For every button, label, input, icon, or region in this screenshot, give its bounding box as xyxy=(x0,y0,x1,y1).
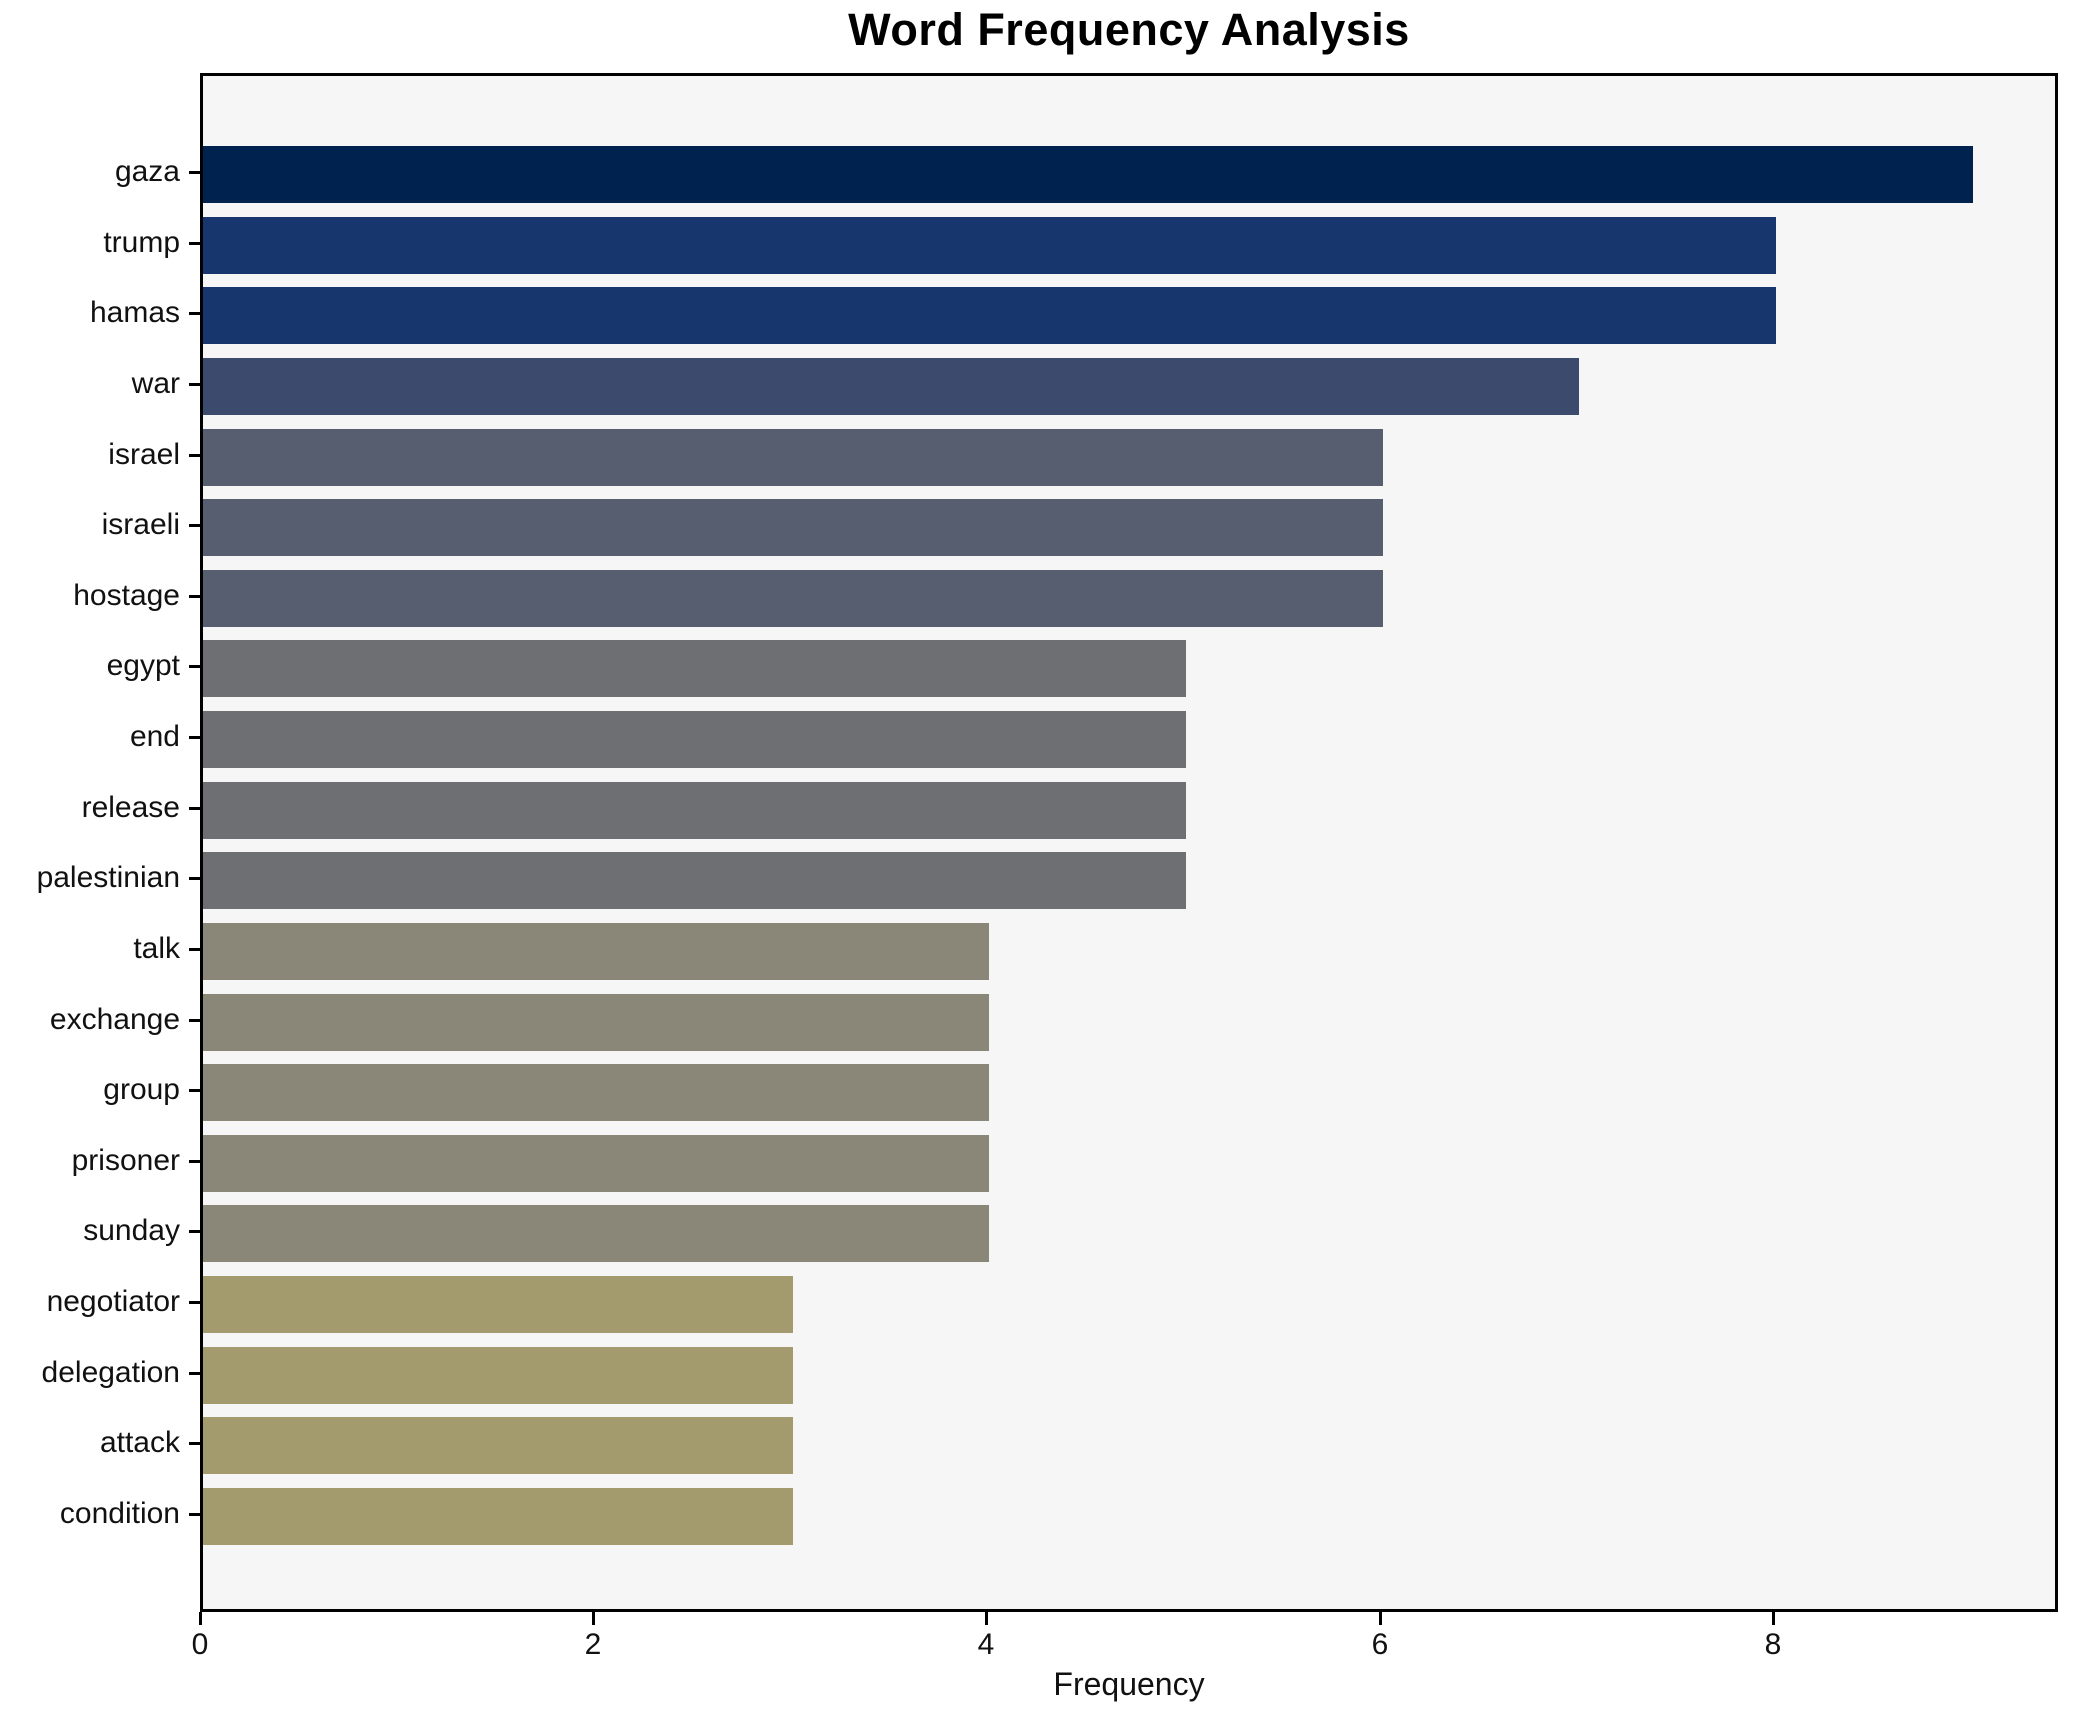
x-tick-mark xyxy=(592,1612,595,1625)
y-tick-mark xyxy=(189,312,200,315)
x-tick-label-4: 4 xyxy=(977,1628,995,1661)
x-axis-label: Frequency xyxy=(1053,1666,1205,1702)
y-tick-mark xyxy=(189,665,200,668)
y-tick-mark xyxy=(189,877,200,880)
bar-israel xyxy=(203,429,1383,486)
y-tick-mark xyxy=(189,807,200,810)
y-tick-label-trump: trump xyxy=(103,226,180,259)
y-tick-mark xyxy=(189,595,200,598)
y-tick-label-exchange: exchange xyxy=(49,1003,180,1036)
x-tick-label-6: 6 xyxy=(1371,1628,1389,1661)
bar-egypt xyxy=(203,640,1186,697)
bar-prisoner xyxy=(203,1135,989,1192)
y-tick-mark xyxy=(189,454,200,457)
bar-gaza xyxy=(203,146,1973,203)
bar-israeli xyxy=(203,499,1383,556)
y-tick-label-israeli: israeli xyxy=(101,508,180,541)
y-tick-mark xyxy=(189,948,200,951)
y-tick-label-hostage: hostage xyxy=(73,579,180,612)
bar-negotiator xyxy=(203,1276,793,1333)
x-tick-mark xyxy=(985,1612,988,1625)
plot-area xyxy=(200,73,2058,1612)
y-tick-mark xyxy=(189,1442,200,1445)
y-tick-mark xyxy=(189,1301,200,1304)
y-tick-label-sunday: sunday xyxy=(83,1214,180,1247)
bar-hamas xyxy=(203,287,1776,344)
bar-attack xyxy=(203,1417,793,1474)
y-tick-mark xyxy=(189,1019,200,1022)
y-tick-mark xyxy=(189,1513,200,1516)
bar-exchange xyxy=(203,994,989,1051)
y-tick-label-group: group xyxy=(103,1073,180,1106)
bar-trump xyxy=(203,217,1776,274)
y-tick-mark xyxy=(189,1160,200,1163)
bar-condition xyxy=(203,1488,793,1545)
y-tick-mark xyxy=(189,524,200,527)
bar-palestinian xyxy=(203,852,1186,909)
bar-sunday xyxy=(203,1205,989,1262)
y-tick-label-egypt: egypt xyxy=(106,649,180,682)
bar-delegation xyxy=(203,1347,793,1404)
y-tick-mark xyxy=(189,171,200,174)
y-tick-label-negotiator: negotiator xyxy=(46,1285,180,1318)
y-tick-label-gaza: gaza xyxy=(114,155,180,188)
y-tick-label-release: release xyxy=(81,791,180,824)
y-tick-label-condition: condition xyxy=(59,1497,180,1530)
bar-group xyxy=(203,1064,989,1121)
bar-release xyxy=(203,782,1186,839)
y-tick-label-prisoner: prisoner xyxy=(71,1144,180,1177)
y-tick-mark xyxy=(189,383,200,386)
y-tick-mark xyxy=(189,736,200,739)
bar-war xyxy=(203,358,1579,415)
y-tick-label-delegation: delegation xyxy=(41,1356,180,1389)
y-tick-label-israel: israel xyxy=(108,438,180,471)
y-tick-mark xyxy=(189,1089,200,1092)
x-tick-mark xyxy=(1772,1612,1775,1625)
x-tick-mark xyxy=(199,1612,202,1625)
bars-layer xyxy=(203,76,2055,1609)
y-tick-label-palestinian: palestinian xyxy=(36,861,180,894)
bar-talk xyxy=(203,923,989,980)
x-tick-mark xyxy=(1379,1612,1382,1625)
x-tick-label-2: 2 xyxy=(584,1628,602,1661)
bar-hostage xyxy=(203,570,1383,627)
y-tick-label-war: war xyxy=(131,367,180,400)
x-tick-label-0: 0 xyxy=(191,1628,209,1661)
y-tick-mark xyxy=(189,242,200,245)
y-tick-mark xyxy=(189,1372,200,1375)
y-tick-label-hamas: hamas xyxy=(89,296,180,329)
y-tick-mark xyxy=(189,1230,200,1233)
y-tick-label-end: end xyxy=(129,720,180,753)
bar-end xyxy=(203,711,1186,768)
x-tick-label-8: 8 xyxy=(1764,1628,1782,1661)
y-tick-label-talk: talk xyxy=(133,932,180,965)
chart-title: Word Frequency Analysis xyxy=(848,4,1410,55)
y-tick-label-attack: attack xyxy=(99,1426,180,1459)
